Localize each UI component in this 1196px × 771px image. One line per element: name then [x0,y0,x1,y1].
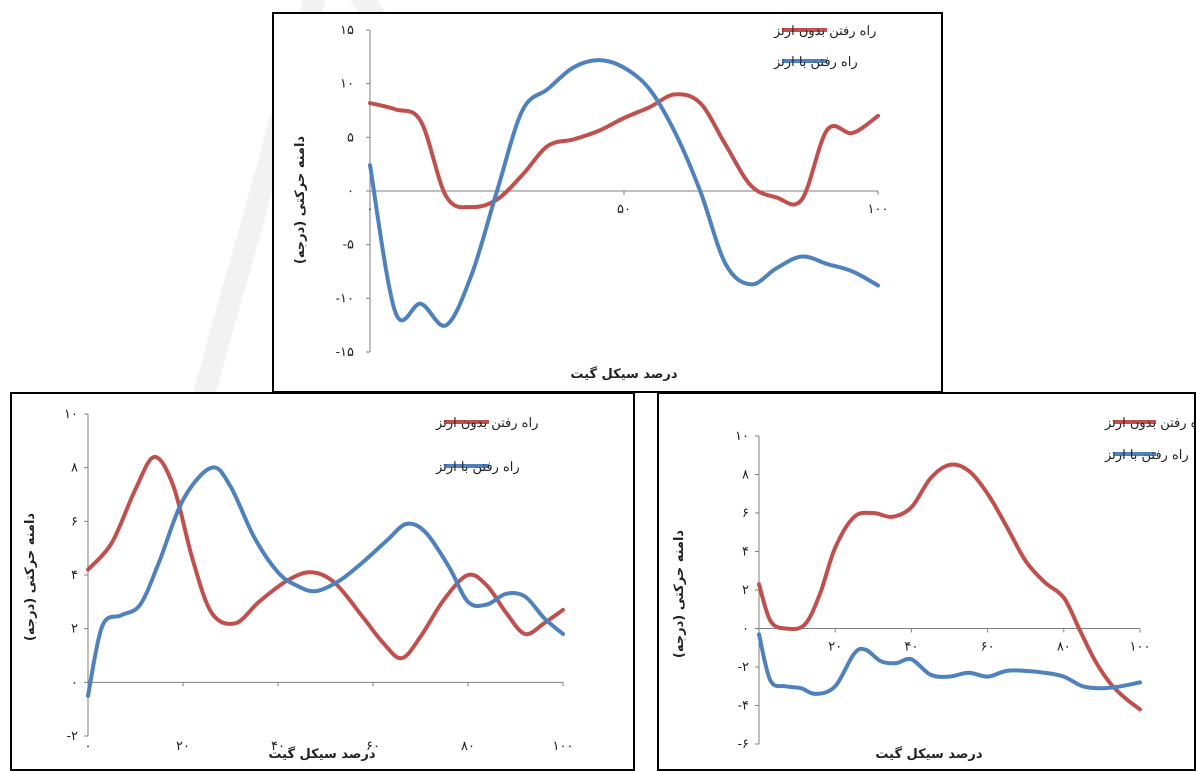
x-tick-label: ۴۰ [904,640,918,655]
chart-panel-top: ۱۵ ۱۰ ۵ ۰ -۵ -۱۰ -۱۵ ۰ ۵۰ ۱۰۰ راه رفتن بدون ارتز را… [272,12,943,393]
y-tick-label: -۶ [738,737,749,752]
y-tick-label: -۱۰ [336,291,354,306]
x-axis-label: درصد سیکل گیت [268,746,375,762]
series-line-blue [368,58,880,328]
x-tick-label: ۰ [85,739,92,754]
y-tick-label: ۱۰ [340,77,354,92]
y-tick-label: ۱۰ [735,429,749,444]
y-axis-label: دامنه حرکتی (درجه) [672,530,687,659]
y-tick-label: ۵ [347,130,354,145]
y-tick-label: -۴ [738,699,749,714]
series-line-blue [757,632,1142,696]
y-tick-label: -۱۵ [336,345,354,360]
y-tick-label: ۸ [742,468,749,483]
y-axis-label: دامنه حرکتی (درجه) [293,136,308,265]
legend-label: راه رفتن بدون ارتز [773,24,876,39]
x-tick-label: ۰ [367,202,374,217]
x-axis-label: درصد سیکل گیت [875,746,982,762]
y-tick-label: ۶ [71,514,78,529]
x-tick-label: ۲۰ [176,739,190,754]
y-tick-label: ۶ [742,506,749,521]
y-tick-label: ۱۰ [64,407,78,422]
y-tick-label: -۲ [738,660,749,675]
y-tick-label: ۱۵ [340,23,354,38]
x-tick-label: ۶۰ [366,739,380,754]
legend-label: راه رفتن با ارتز [435,460,520,475]
x-tick-label: ۸۰ [461,739,475,754]
y-tick-label: ۴ [71,568,78,583]
x-tick-label: ۸۰ [1057,640,1071,655]
series-line-red [368,92,880,210]
legend-label: راه رفتن بدون ارتز [435,416,538,431]
y-tick-label: ۰ [347,184,354,199]
legend-label: راه رفتن با ارتز [1104,448,1189,463]
series-line-red [757,462,1142,712]
legend-label: راه رفتن بدون ارتز [1104,416,1194,431]
y-tick-label: ۲ [71,622,78,637]
chart-panel-bottom-left: ۱۰ ۸ ۶ ۴ ۲ ۰ -۲ ۰ ۲۰ ۴۰ ۶۰ ۸۰ ۱۰۰ راه رفتن بدون ارتز ر… [10,392,635,771]
x-tick-label: ۲۰ [828,640,842,655]
series-line-blue [86,465,565,698]
y-tick-label: ۸ [71,461,78,476]
x-tick-label: ۶۰ [981,640,995,655]
y-tick-label: ۴ [742,545,749,560]
x-tick-label: ۵۰ [617,202,631,217]
y-tick-label: -۵ [343,238,354,253]
y-tick-label: ۰ [71,675,78,690]
y-tick-label: ۰ [742,622,749,637]
x-tick-label: ۱۰۰ [1130,640,1151,655]
y-axis-label: دامنه حرکتی (درجه) [23,513,38,642]
x-tick-label: ۱۰۰ [553,739,574,754]
y-tick-label: ۲ [742,583,749,598]
x-axis-label: درصد سیکل گیت [570,366,677,382]
legend-label: راه رفتن با ارتز [773,55,858,70]
x-tick-label: ۱۰۰ [868,202,889,217]
x-tick-label: ۴۰ [271,739,285,754]
y-tick-label: -۲ [67,729,78,744]
